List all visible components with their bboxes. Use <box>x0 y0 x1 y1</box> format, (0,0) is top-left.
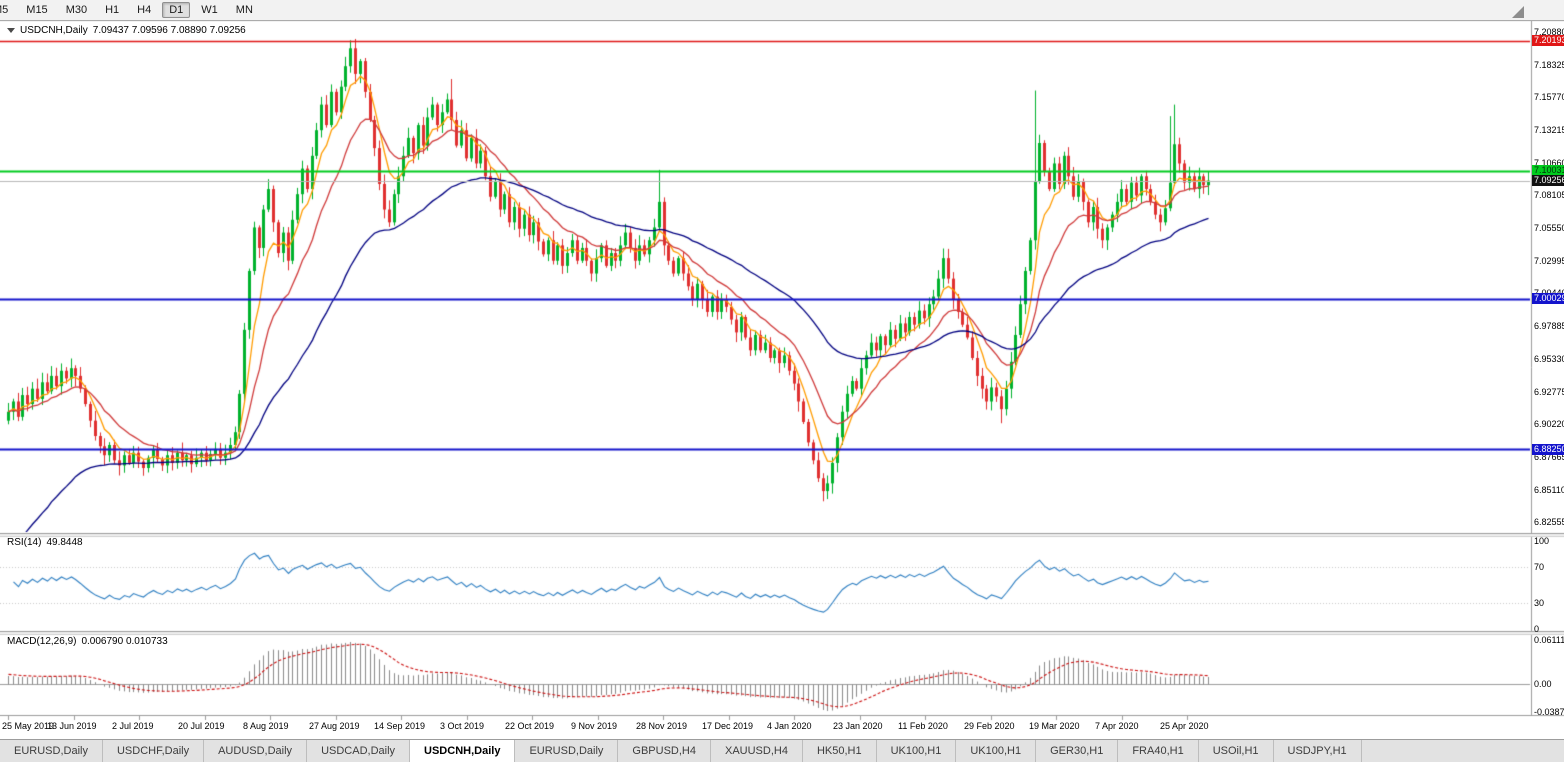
macd-value-label: 0.006790 0.010733 <box>81 636 168 647</box>
time-axis-label: 20 Jul 2019 <box>178 721 225 731</box>
rsi-axis-tick: 70 <box>1534 562 1545 573</box>
time-axis-label: 2 Jul 2019 <box>112 721 154 731</box>
time-axis-label: 19 Mar 2020 <box>1029 721 1080 731</box>
chart-tabbar: EURUSD,Daily USDCHF,Daily AUDUSD,Daily USDC… <box>0 739 1564 762</box>
chart-tab-eurusd-daily[interactable]: EURUSD,Daily <box>0 740 103 762</box>
time-axis-label: 29 Feb 2020 <box>964 721 1015 731</box>
chart-tab-fra40-h1[interactable]: FRA40,H1 <box>1118 740 1199 762</box>
time-axis-label: 3 Oct 2019 <box>440 721 485 731</box>
price-axis-tick: 6.82555 <box>1534 517 1564 528</box>
price-axis-tick: 7.20880 <box>1534 26 1564 37</box>
time-axis-label: 25 May 2019 <box>2 721 55 731</box>
timeframe-button-m15[interactable]: M15 <box>26 4 48 16</box>
timeframe-button-d1[interactable]: D1 <box>162 2 191 18</box>
time-axis-label: 4 Jan 2020 <box>767 721 812 731</box>
time-axis-label: 13 Jun 2019 <box>47 721 97 731</box>
chart-ohlc-label: 7.09437 7.09596 7.08890 7.09256 <box>92 25 246 36</box>
price-axis-tick: 7.08105 <box>1534 190 1564 201</box>
time-axis-label: 23 Jan 2020 <box>833 721 883 731</box>
rsi-indicator-label: RSI(14) 49.8448 <box>7 537 83 548</box>
chart-tab-usdcad-daily[interactable]: USDCAD,Daily <box>307 740 411 762</box>
chart-dropdown-icon[interactable] <box>7 28 15 33</box>
price-axis-tick: 7.05550 <box>1534 223 1564 234</box>
price-axis-tick: 6.97885 <box>1534 321 1564 332</box>
time-axis-label: 28 Nov 2019 <box>636 721 688 731</box>
macd-name-label: MACD(12,26,9) <box>7 636 77 647</box>
timeframe-button-m30[interactable]: M30 <box>65 4 88 16</box>
timeframe-toolbar: M5 M15 M30 H1 H4 D1 W1 MN <box>0 0 1564 21</box>
macd-axis-tick: -0.038777 <box>1534 707 1564 717</box>
time-axis-label: 22 Oct 2019 <box>505 721 555 731</box>
chart-tab-uk100-h1[interactable]: UK100,H1 <box>876 740 957 762</box>
chart-tab-usdjpy-h1[interactable]: USDJPY,H1 <box>1273 740 1362 762</box>
macd-axis-tick: 0.061119 <box>1534 635 1564 645</box>
time-axis-label: 11 Feb 2020 <box>898 721 948 731</box>
chart-tab-eurusd-daily[interactable]: EURUSD,Daily <box>515 740 619 762</box>
chart-tab-xauusd-h4[interactable]: XAUUSD,H4 <box>710 740 803 762</box>
chart-tab-usdchf-daily[interactable]: USDCHF,Daily <box>102 740 205 762</box>
time-axis-label: 17 Dec 2019 <box>702 721 754 731</box>
time-axis-label: 25 Apr 2020 <box>1160 721 1209 731</box>
macd-indicator-label: MACD(12,26,9) 0.006790 0.010733 <box>7 636 168 647</box>
price-axis-tick: 7.02995 <box>1534 255 1564 266</box>
timeframe-button-h4[interactable]: H4 <box>137 4 152 16</box>
price-line-badge: 7.09256 <box>1532 175 1564 187</box>
price-axis-tick: 6.92775 <box>1534 386 1564 397</box>
price-axis-tick: 7.18325 <box>1534 59 1564 70</box>
rsi-name-label: RSI(14) <box>7 537 42 548</box>
rsi-axis-tick: 0 <box>1534 624 1540 634</box>
rsi-value-label: 49.8448 <box>46 537 83 548</box>
rsi-axis-tick: 30 <box>1534 597 1545 608</box>
price-line-badge: 6.88250 <box>1532 443 1564 455</box>
chart-tab-usdcnh-daily[interactable]: USDCNH,Daily <box>410 740 516 762</box>
time-axis-label: 7 Apr 2020 <box>1095 721 1139 731</box>
price-line-badge: 7.10031 <box>1532 165 1564 177</box>
time-axis-label: 14 Sep 2019 <box>374 721 426 731</box>
chart-tab-usoil-h1[interactable]: USOil,H1 <box>1198 740 1274 762</box>
timeframe-button-m5[interactable]: M5 <box>0 4 9 16</box>
price-line-badge: 7.00029 <box>1532 293 1564 305</box>
chart-title: USDCNH,Daily 7.09437 7.09596 7.08890 7.0… <box>7 25 246 36</box>
timeframe-button-w1[interactable]: W1 <box>201 4 218 16</box>
price-axis-tick: 6.85110 <box>1534 484 1564 495</box>
price-axis-tick: 6.90220 <box>1534 419 1564 430</box>
chart-tab-hk50-h1[interactable]: HK50,H1 <box>802 740 877 762</box>
price-axis-tick: 7.10660 <box>1534 157 1564 168</box>
price-axis-tick: 7.13215 <box>1534 125 1564 135</box>
chart-tab-audusd-daily[interactable]: AUDUSD,Daily <box>204 740 308 762</box>
price-axis-tick: 6.87665 <box>1534 451 1564 462</box>
chart-tab-gbpusd-h4[interactable]: GBPUSD,H4 <box>618 740 711 762</box>
rsi-axis-tick: 100 <box>1534 536 1550 546</box>
price-line-badge: 7.20193 <box>1532 35 1564 47</box>
time-axis-label: 8 Aug 2019 <box>243 721 289 731</box>
timeframe-button-h1[interactable]: H1 <box>105 4 120 16</box>
toolbar-overflow-icon[interactable] <box>1512 6 1524 18</box>
chart-tab-uk100-h1[interactable]: UK100,H1 <box>956 740 1037 762</box>
price-axis-tick: 6.95330 <box>1534 353 1564 364</box>
time-axis-label: 27 Aug 2019 <box>309 721 360 731</box>
chart-symbol-label: USDCNH,Daily <box>20 25 88 36</box>
timeframe-button-mn[interactable]: MN <box>235 4 253 16</box>
price-axis-tick: 7.15770 <box>1534 92 1564 103</box>
chart-tab-ger30-h1[interactable]: GER30,H1 <box>1036 740 1119 762</box>
macd-axis-tick: 0.00 <box>1534 679 1552 690</box>
time-axis-label: 9 Nov 2019 <box>571 721 618 731</box>
